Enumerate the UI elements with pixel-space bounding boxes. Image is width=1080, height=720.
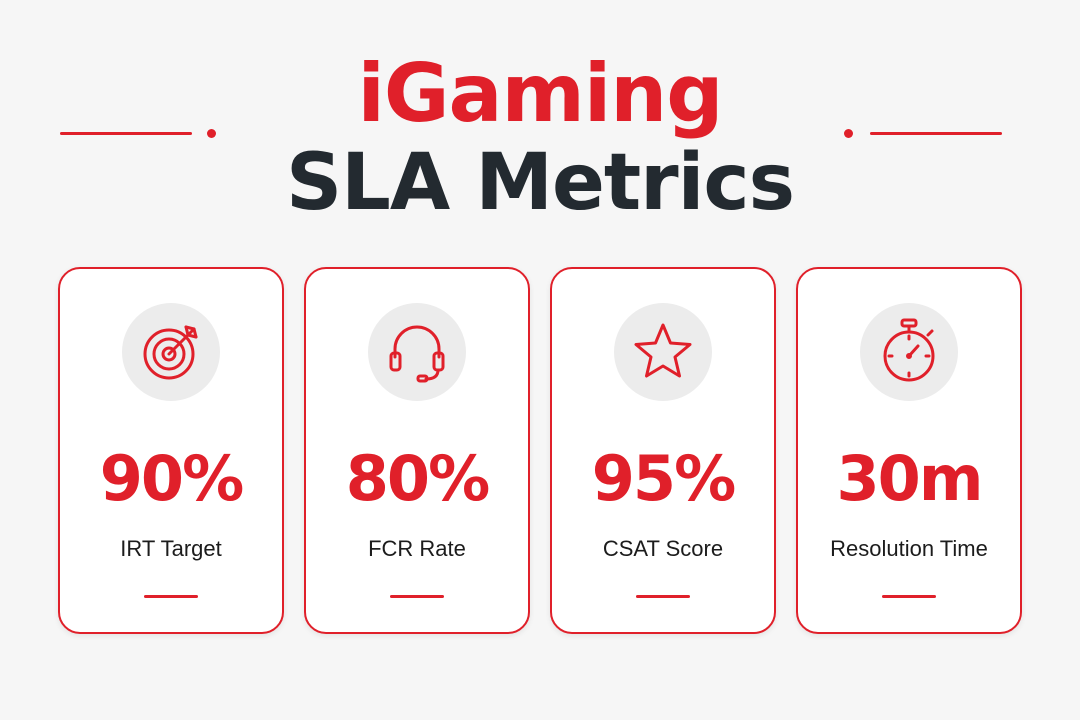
- icon-badge: [122, 303, 220, 401]
- metric-card-irt: 90% IRT Target: [58, 267, 284, 634]
- decorative-line-right: [870, 132, 1002, 135]
- decorative-dot-left: [207, 129, 216, 138]
- metric-underline: [390, 595, 444, 598]
- stopwatch-icon: [883, 318, 935, 382]
- metric-label: CSAT Score: [602, 536, 724, 561]
- decorative-dot-right: [844, 129, 853, 138]
- decorative-line-left: [60, 132, 192, 135]
- title-igaming: iGaming: [357, 47, 723, 140]
- metric-card-fcr: 80% FCR Rate: [304, 267, 530, 634]
- metric-card-csat: 95% CSAT Score: [550, 267, 776, 634]
- metric-underline: [144, 595, 198, 598]
- target-icon: [143, 325, 198, 380]
- metric-underline: [636, 595, 690, 598]
- headset-icon: [389, 325, 445, 383]
- metric-label: IRT Target: [120, 536, 222, 561]
- metric-underline: [882, 595, 936, 598]
- star-icon: [634, 323, 692, 378]
- header: iGaming SLA Metrics: [0, 47, 1080, 228]
- icon-badge: [860, 303, 958, 401]
- metric-label: Resolution Time: [830, 536, 988, 561]
- metric-value: 95%: [591, 442, 736, 515]
- metric-label: FCR Rate: [368, 536, 466, 561]
- title-sla-metrics: SLA Metrics: [285, 138, 795, 228]
- icon-badge: [614, 303, 712, 401]
- metric-value: 80%: [345, 442, 490, 515]
- icon-badge: [368, 303, 466, 401]
- metric-value: 90%: [99, 442, 244, 515]
- metric-card-resolution: 30m Resolution Time: [796, 267, 1022, 634]
- metric-value: 30m: [836, 442, 984, 515]
